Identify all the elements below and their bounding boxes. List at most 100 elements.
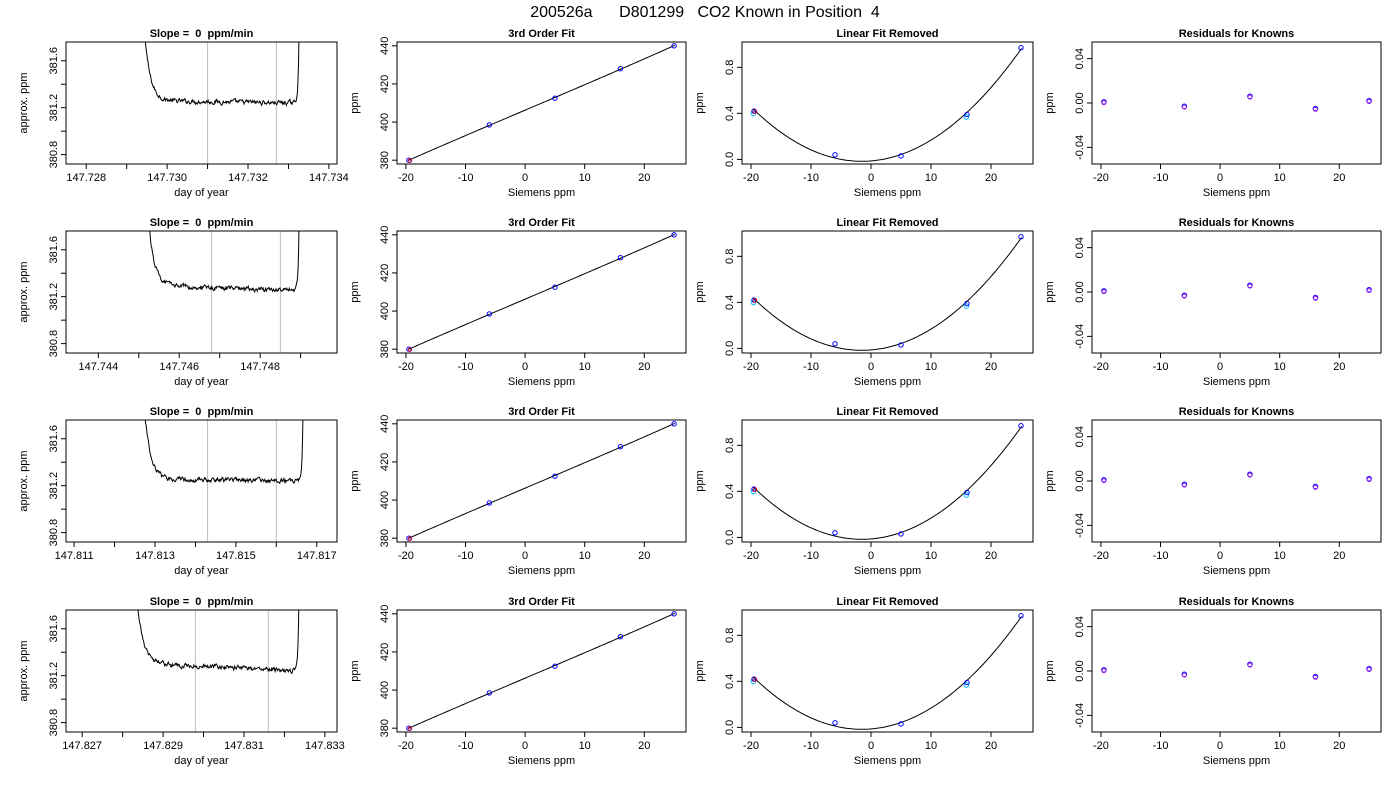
panel-row3-timeseries: Slope = 0 ppm/min 147.811 147.813 147.815 14… — [18, 406, 338, 577]
data-point — [486, 122, 493, 128]
panel-content — [144, 420, 304, 542]
x-tick-label: 0 — [868, 550, 874, 562]
x-tick-label: -20 — [1093, 740, 1109, 752]
x-tick-label: 10 — [579, 172, 591, 184]
data-point — [1366, 99, 1372, 105]
x-tick-label: 147.744 — [78, 361, 118, 373]
x-tick-label: -10 — [803, 172, 819, 184]
data-point — [963, 492, 970, 498]
x-tick-label: 20 — [985, 172, 997, 184]
x-tick-label: -10 — [1153, 550, 1169, 562]
data-point — [407, 536, 413, 541]
data-point — [1101, 100, 1107, 106]
y-tick-label: 400 — [379, 113, 391, 131]
data-point — [407, 347, 413, 352]
x-axis-label: Siemens ppm — [1203, 187, 1270, 199]
plot-frame — [65, 609, 338, 733]
panel-title: Linear Fit Removed — [836, 217, 938, 229]
data-point — [832, 720, 838, 726]
timeseries-trace — [144, 42, 300, 107]
y-axis-label: ppm — [694, 660, 706, 681]
y-tick-label: 381.6 — [48, 47, 60, 75]
y-tick-label: 381.6 — [48, 425, 60, 453]
y-tick-label: -0.04 — [1074, 703, 1086, 728]
plot-frame — [396, 230, 687, 354]
panel-row3-residuals: Residuals for Knowns -20 -10 0 10 20 -0.04 0.00… — [1044, 406, 1382, 577]
data-point — [1101, 289, 1107, 295]
x-tick-label: 10 — [579, 740, 591, 752]
panel-row1-fit: 3rd Order Fit -20 -10 0 10 20 380 400 420 440 Siem… — [349, 28, 687, 199]
x-tick-label: -10 — [458, 361, 474, 373]
panel-row3-linear: Linear Fit Removed -20 -10 0 10 20 0.0 0.4 0.8 Si… — [694, 406, 1034, 577]
y-axis-label: ppm — [349, 660, 361, 681]
y-tick-label: 0.0 — [724, 720, 736, 735]
y-axis-label: approx. ppm — [18, 640, 30, 701]
panel-title: Linear Fit Removed — [836, 406, 938, 418]
x-tick-label: 147.833 — [305, 740, 345, 752]
y-axis-label: approx. ppm — [18, 450, 30, 511]
y-tick-label: -0.04 — [1074, 513, 1086, 538]
quadratic-curve — [753, 48, 1023, 162]
x-axis-label: day of year — [174, 187, 229, 199]
y-tick-label: 0.04 — [1074, 426, 1086, 447]
y-tick-label: 0.4 — [724, 484, 736, 499]
x-tick-label: 0 — [522, 361, 528, 373]
panel-content — [1101, 661, 1372, 680]
x-tick-label: -10 — [458, 172, 474, 184]
x-axis-label: Siemens ppm — [854, 187, 921, 199]
y-tick-label: 0.8 — [724, 628, 736, 643]
data-point — [1247, 662, 1253, 668]
x-tick-label: 20 — [1333, 361, 1345, 373]
data-point — [963, 303, 970, 309]
data-point — [832, 341, 838, 347]
panel-content — [406, 421, 677, 541]
panel-title: Slope = 0 ppm/min — [150, 28, 254, 40]
y-tick-label: 0.4 — [724, 295, 736, 310]
data-point — [671, 232, 677, 238]
x-tick-label: 147.746 — [159, 361, 199, 373]
data-point — [1247, 472, 1253, 478]
y-tick-label: 0.4 — [724, 106, 736, 121]
y-axis-label: ppm — [694, 470, 706, 491]
panel-content — [1101, 471, 1372, 490]
data-point — [752, 677, 758, 682]
x-tick-label: 10 — [925, 361, 937, 373]
data-point — [671, 611, 677, 617]
x-tick-label: -10 — [1153, 172, 1169, 184]
data-point — [1366, 667, 1372, 673]
data-point — [964, 679, 970, 686]
x-tick-label: 147.817 — [297, 550, 337, 562]
x-tick-label: 20 — [985, 550, 997, 562]
x-tick-label: -20 — [398, 550, 414, 562]
x-tick-label: 10 — [579, 361, 591, 373]
y-tick-label: 420 — [379, 453, 391, 471]
y-tick-label: 381.2 — [48, 472, 60, 500]
data-point — [552, 95, 558, 101]
x-tick-label: 0 — [868, 172, 874, 184]
x-axis-label: Siemens ppm — [854, 376, 921, 388]
y-axis-label: approx. ppm — [18, 261, 30, 322]
data-point — [486, 311, 493, 317]
x-tick-label: 147.811 — [55, 550, 94, 562]
fit-curve — [408, 422, 675, 539]
panel-content — [137, 610, 300, 732]
x-tick-label: 10 — [1274, 361, 1286, 373]
plot-frame — [741, 419, 1034, 543]
panel-content — [750, 423, 1024, 540]
y-tick-label: 380.8 — [48, 330, 60, 358]
y-axis-label: ppm — [1044, 92, 1056, 113]
fit-curve — [408, 44, 675, 161]
data-point — [1018, 45, 1024, 51]
x-tick-label: 20 — [1333, 172, 1345, 184]
data-point — [617, 443, 624, 450]
timeseries-trace — [137, 610, 300, 675]
data-point — [963, 114, 970, 120]
panel-content — [149, 231, 300, 353]
y-tick-label: 0.0 — [724, 152, 736, 167]
plot-frame — [741, 230, 1034, 354]
x-axis-label: Siemens ppm — [1203, 376, 1270, 388]
x-tick-label: -10 — [803, 550, 819, 562]
data-point — [617, 633, 624, 640]
y-tick-label: 0.0 — [724, 341, 736, 356]
